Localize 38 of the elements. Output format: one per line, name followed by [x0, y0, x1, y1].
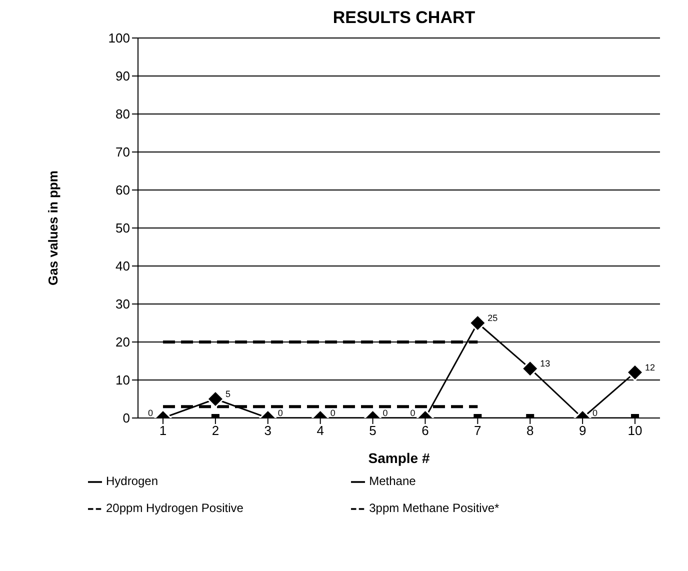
y-tick-label: 70 — [116, 144, 130, 160]
x-tick-label: 4 — [316, 423, 324, 438]
y-tick-label: 50 — [116, 220, 130, 236]
x-tick-label: 2 — [212, 423, 220, 438]
x-tick-label: 8 — [526, 423, 534, 438]
data-label: 5 — [225, 389, 230, 399]
legend-label: Hydrogen — [106, 474, 158, 488]
y-tick-label: 40 — [116, 258, 130, 274]
y-tick-label: 30 — [116, 296, 130, 312]
data-label: 0 — [330, 408, 336, 418]
data-label: 0 — [410, 408, 416, 418]
y-tick-label: 10 — [116, 372, 130, 388]
y-tick-label: 90 — [116, 68, 130, 84]
data-label: 0 — [592, 408, 598, 418]
data-label: 25 — [488, 313, 498, 323]
legend-label: Methane — [369, 474, 416, 488]
data-label: 13 — [540, 358, 550, 369]
x-tick-label: 1 — [159, 423, 167, 438]
x-tick-label: 9 — [578, 423, 586, 438]
legend-label: 20ppm Hydrogen Positive — [106, 500, 244, 515]
y-axis-title: Gas values in ppm — [46, 170, 61, 286]
y-tick-label: 80 — [116, 106, 130, 122]
chart-title: RESULTS CHART — [332, 8, 476, 28]
x-tick-label: 7 — [474, 423, 482, 438]
data-label: 0 — [382, 408, 388, 418]
x-axis-title: Sample # — [368, 450, 430, 466]
data-label: 0 — [148, 408, 153, 418]
y-tick-label: 20 — [116, 334, 130, 350]
x-tick-label: 6 — [422, 423, 429, 438]
data-label: 0 — [278, 408, 283, 418]
x-tick-label: 10 — [628, 423, 642, 438]
x-tick-label: 5 — [369, 423, 376, 438]
y-tick-label: 100 — [108, 30, 130, 46]
y-tick-label: 0 — [122, 410, 130, 426]
y-tick-label: 60 — [116, 182, 130, 198]
data-label: 12 — [645, 362, 656, 372]
x-tick-label: 3 — [264, 423, 272, 438]
legend-label: 3ppm Methane Positive* — [369, 500, 500, 515]
